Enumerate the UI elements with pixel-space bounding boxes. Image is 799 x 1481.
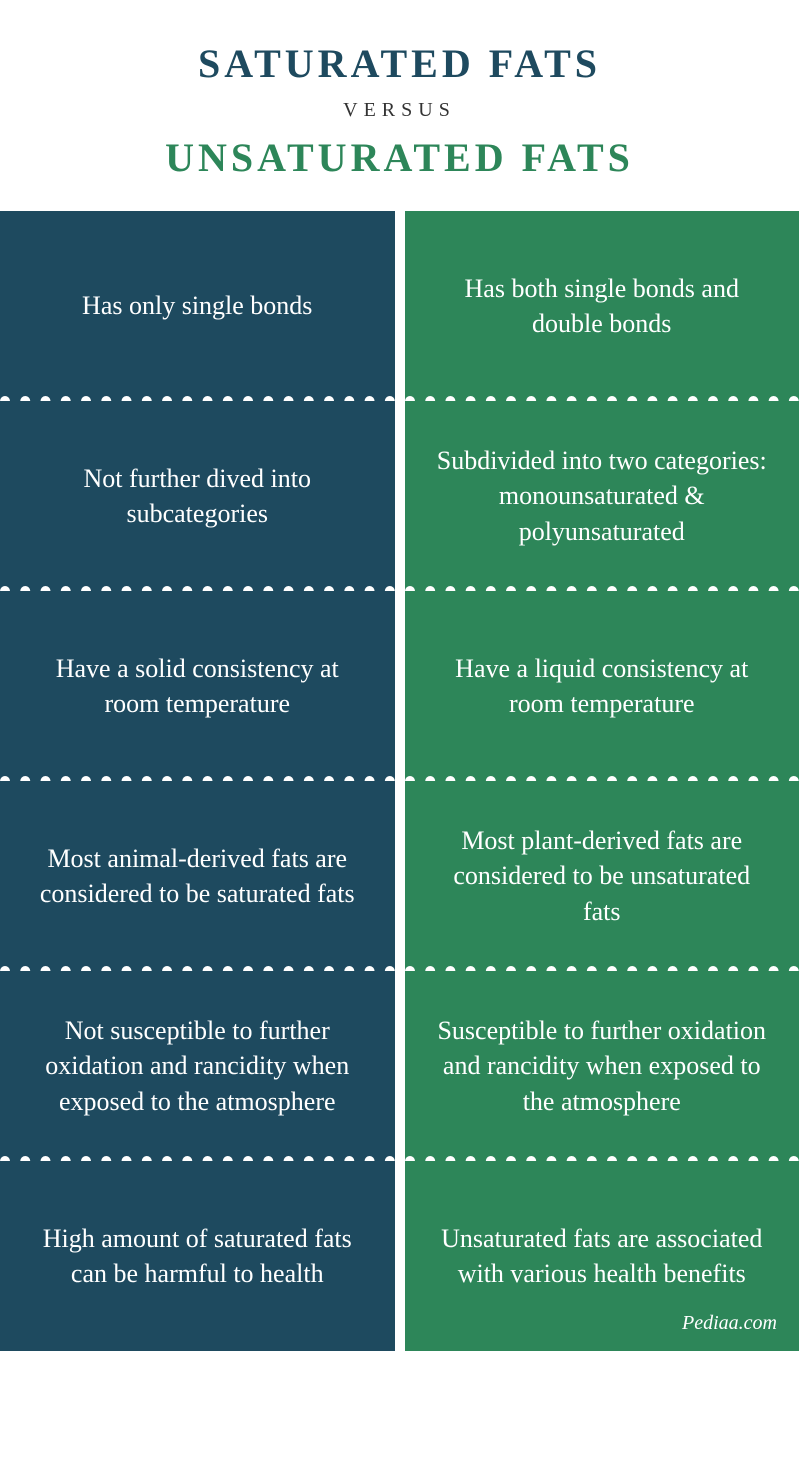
left-cell-2: Have a solid consistency at room tempera… (0, 591, 395, 781)
right-column: Has both single bonds and double bonds S… (405, 211, 799, 1351)
left-cell-4: Not susceptible to further oxidation and… (0, 971, 395, 1161)
left-cell-5: High amount of saturated fats can be har… (0, 1161, 395, 1351)
right-cell-3: Most plant-derived fats are considered t… (405, 781, 799, 971)
left-column: Has only single bonds Not further dived … (0, 211, 395, 1351)
right-cell-0: Has both single bonds and double bonds (405, 211, 799, 401)
infographic-container: SATURATED FATS VERSUS UNSATURATED FATS H… (0, 0, 799, 1351)
attribution-label: Pediaa.com (682, 1312, 777, 1335)
comparison-grid: Has only single bonds Not further dived … (0, 211, 799, 1351)
header-section: SATURATED FATS VERSUS UNSATURATED FATS (0, 0, 799, 211)
left-cell-1: Not further dived into subcategories (0, 401, 395, 591)
right-cell-4: Susceptible to further oxidation and ran… (405, 971, 799, 1161)
title-saturated: SATURATED FATS (20, 40, 779, 87)
left-cell-0: Has only single bonds (0, 211, 395, 401)
versus-label: VERSUS (20, 99, 779, 122)
right-cell-2: Have a liquid consistency at room temper… (405, 591, 799, 781)
left-cell-3: Most animal-derived fats are considered … (0, 781, 395, 971)
title-unsaturated: UNSATURATED FATS (20, 134, 779, 181)
right-cell-1: Subdivided into two categories: monounsa… (405, 401, 799, 591)
